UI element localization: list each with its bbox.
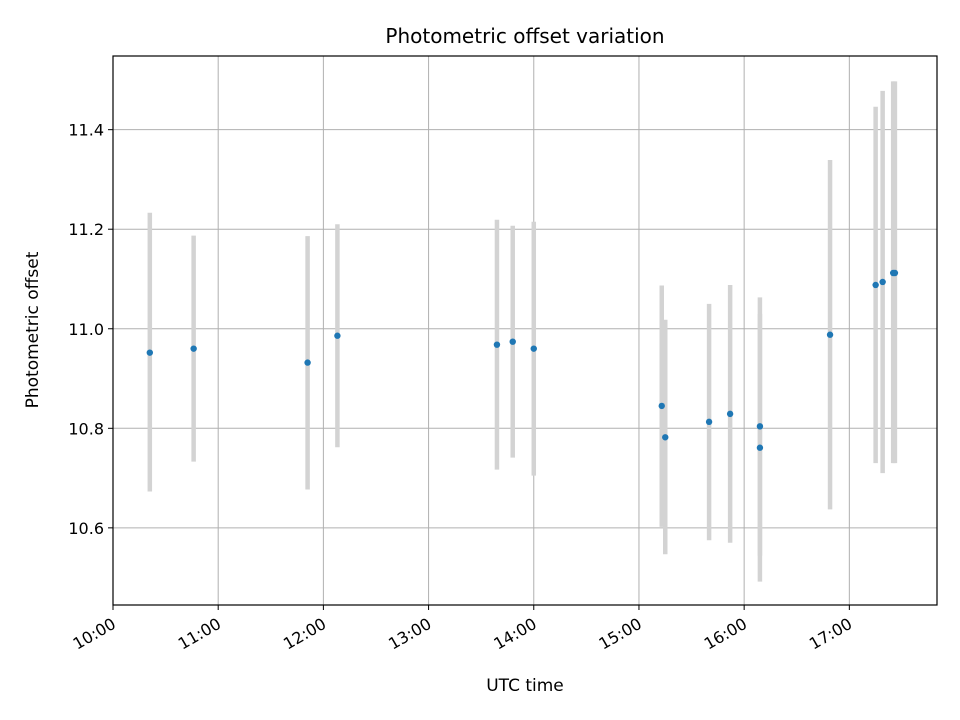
data-point	[891, 269, 899, 277]
data-point	[756, 444, 764, 451]
data-points	[146, 269, 899, 451]
data-point	[334, 332, 341, 339]
data-point	[662, 434, 669, 441]
data-point	[658, 402, 665, 410]
y-tick-label: 11.0	[68, 320, 104, 339]
y-tick-label: 11.2	[68, 220, 104, 239]
y-tick-label: 10.8	[68, 419, 104, 438]
data-point	[493, 341, 501, 348]
data-point	[530, 345, 537, 352]
data-point	[190, 345, 197, 352]
data-point	[705, 418, 713, 426]
y-tick-label: 11.4	[68, 121, 104, 140]
y-tick-label: 10.6	[68, 519, 104, 538]
data-point	[756, 423, 764, 430]
chart-title: Photometric offset variation	[385, 24, 664, 48]
plot-frame	[112, 55, 938, 606]
x-axis-label: UTC time	[486, 676, 564, 696]
data-point	[304, 359, 311, 366]
data-point	[509, 338, 516, 345]
data-point	[826, 331, 834, 338]
data-point	[726, 410, 734, 418]
data-point	[146, 349, 154, 356]
y-axis-label: Photometric offset	[23, 251, 43, 408]
y-axis-ticks: 10.6 10.8 11.0 11.2 11.4	[68, 121, 113, 538]
data-point	[872, 281, 879, 289]
data-point	[879, 278, 886, 286]
